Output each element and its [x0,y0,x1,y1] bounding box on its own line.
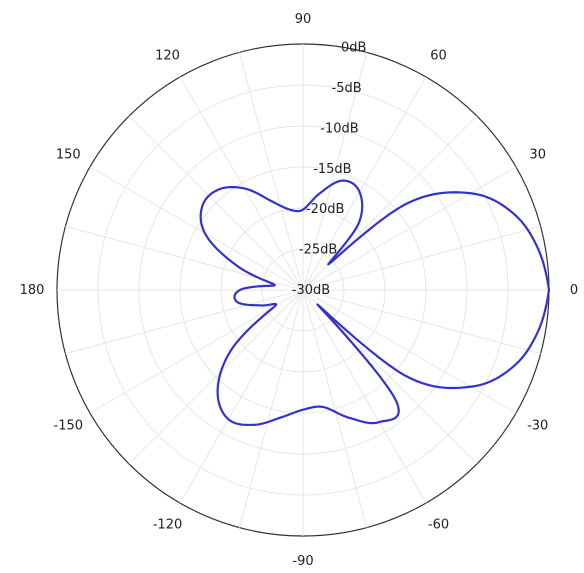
angle-tick-label: -150 [54,419,84,434]
grid-spoke [128,115,304,291]
angle-tick-label: 180 [20,283,45,298]
grid-spoke [65,289,304,355]
angle-tick-label: -30 [527,419,548,434]
grid-spoke [302,52,368,291]
grid-spoke [302,289,368,528]
grid-spoke [128,289,304,465]
angle-tick-label: -90 [292,554,313,569]
grid-spoke [302,289,427,504]
grid-spoke [238,52,304,291]
angle-tick-label: 60 [430,48,447,63]
grid-spoke [302,166,517,291]
tick-labels: 0 30 60 90 120 150 180 -150 -120 -90 -60 -30 0dB -5dB… [20,12,579,569]
radial-tick-label: -30dB [292,283,330,298]
radial-tick-label: -20dB [306,202,344,217]
grid-spoke [302,225,541,291]
radial-tick-label: -5dB [332,81,362,96]
grid-spoke [179,76,304,291]
angle-tick-label: 0 [570,283,578,298]
radial-tick-label: -25dB [299,243,337,258]
angle-tick-label: 150 [56,148,81,163]
angle-tick-label: 30 [529,148,546,163]
grid-spoke [89,289,304,414]
series-line [199,179,551,427]
grid-spoke [238,289,304,528]
grid-spoke [179,289,304,504]
radial-tick-label: 0dB [341,41,366,56]
angle-tick-label: 120 [155,48,180,63]
grid-spoke [302,76,427,291]
angle-tick-label: -60 [428,518,449,533]
radial-tick-label: -10dB [320,122,358,137]
grid-spoke [302,289,541,355]
angle-tick-label: -120 [153,518,183,533]
radial-tick-label: -15dB [313,162,351,177]
series-layer [199,179,551,427]
grid-spoke [302,289,517,414]
angle-tick-label: 90 [295,12,312,27]
grid-spoke [89,166,304,291]
